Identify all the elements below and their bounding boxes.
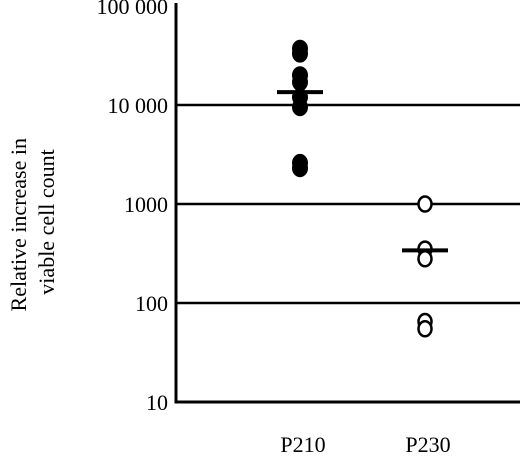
y-tick-label: 10	[146, 390, 168, 415]
data-point	[292, 98, 308, 117]
y-tick-labels: 100 000 10 000 1000 100 10	[97, 0, 169, 415]
x-category-label: P230	[405, 432, 450, 457]
data-point	[417, 319, 433, 338]
data-point	[417, 195, 433, 213]
data-point	[292, 44, 308, 63]
axes	[174, 3, 520, 404]
median-markers	[277, 90, 448, 253]
x-category-labels: P210 P230	[280, 432, 450, 457]
data-points	[292, 39, 433, 338]
y-tick-label: 100	[135, 291, 168, 316]
data-point	[292, 73, 308, 92]
y-tick-label: 1000	[124, 192, 168, 217]
y-axis-title-line-2: viable cell count	[34, 149, 59, 294]
data-point	[417, 249, 433, 268]
x-category-label: P210	[280, 432, 325, 457]
y-axis-title-line-1: Relative increase in	[6, 138, 31, 311]
data-point	[292, 159, 308, 178]
y-tick-label: 100 000	[97, 0, 169, 19]
y-tick-label: 10 000	[108, 93, 169, 118]
grid-lines	[176, 103, 520, 305]
y-axis-title: Relative increase in viable cell count	[6, 133, 59, 312]
